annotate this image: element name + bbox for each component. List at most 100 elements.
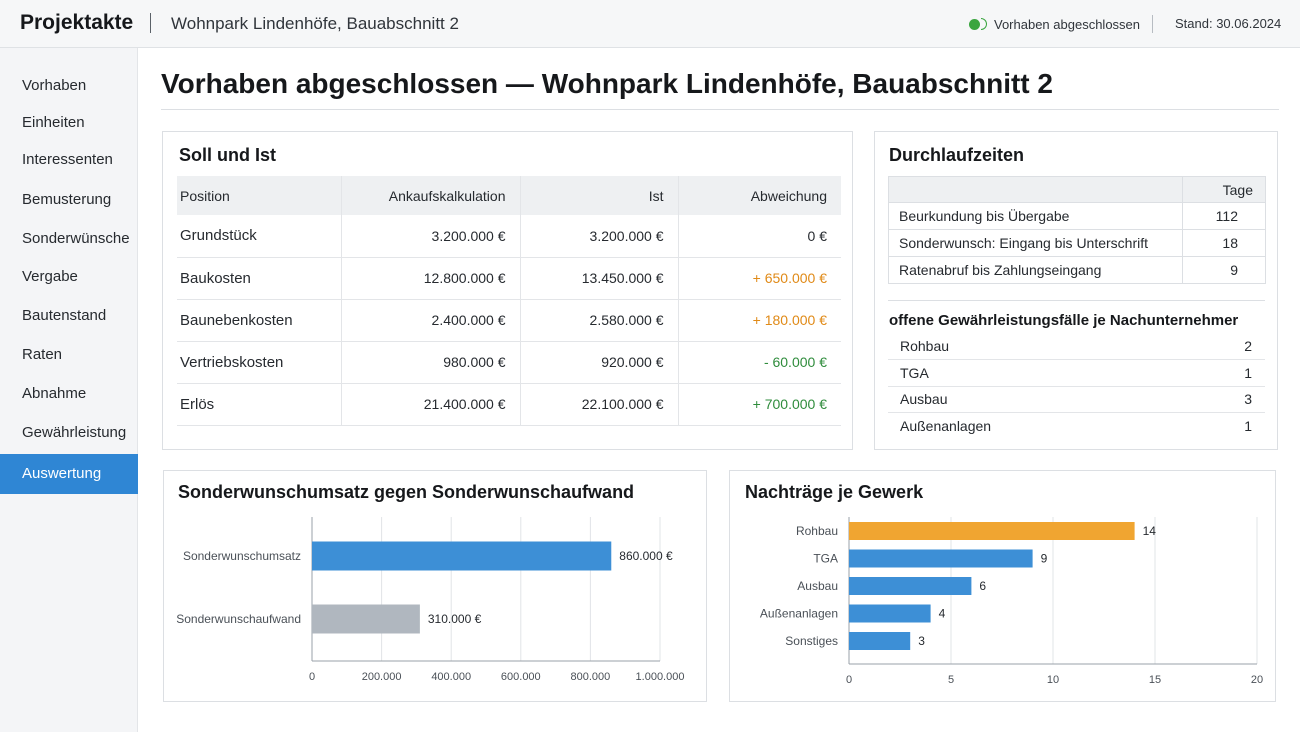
row-soll: 12.800.000 € <box>340 257 520 300</box>
sidebar: Vorhaben Einheiten Interessenten Bemuste… <box>0 48 138 732</box>
row-abweichung: + 180.000 € <box>677 299 841 342</box>
table-row: Baukosten 12.800.000 € 13.450.000 € + 65… <box>177 257 841 300</box>
sidebar-item-raten[interactable]: Raten <box>22 346 63 363</box>
column-header: Ist <box>519 176 678 215</box>
row-abweichung: - 60.000 € <box>677 341 841 384</box>
sonderwunsch-chart-title: Sonderwunschumsatz gegen Sonderwunschauf… <box>178 482 635 502</box>
table-row: Rohbau 2 <box>888 333 1265 360</box>
row-value: 18 <box>1182 229 1266 257</box>
category-label: Rohbau <box>796 524 838 538</box>
column-header-tage: Tage <box>1182 176 1266 203</box>
soll-ist-card: Soll und Ist Position Ankaufskalkulation… <box>162 131 853 450</box>
page-title: Vorhaben abgeschlossen — Wohnpark Linden… <box>161 68 1053 99</box>
header-divider <box>1152 15 1153 33</box>
table-row: Erlös 21.400.000 € 22.100.000 € + 700.00… <box>177 383 841 426</box>
x-tick-label: 10 <box>1047 674 1059 686</box>
sidebar-item-einheiten[interactable]: Einheiten <box>22 114 85 131</box>
table-row: Ratenabruf bis Zahlungseingang 9 <box>888 256 1266 284</box>
x-tick-label: 1.000.000 <box>636 671 685 683</box>
bar <box>849 549 1033 568</box>
sidebar-item-bautenstand[interactable]: Bautenstand <box>22 307 107 324</box>
table-header-row: Tage <box>888 176 1266 203</box>
row-label: Ratenabruf bis Zahlungseingang <box>888 256 1183 284</box>
row-soll: 21.400.000 € <box>340 383 520 426</box>
row-ist: 22.100.000 € <box>519 383 678 426</box>
top-bar: Projektakte Wohnpark Lindenhöfe, Bauabsc… <box>0 0 1300 48</box>
nachtraege-chart-card: Nachträge je Gewerk 0 5 10 15 20 Rohbau 14 TGA 9… <box>729 470 1276 702</box>
data-label: 4 <box>939 607 946 621</box>
sidebar-item-gewaehrleistung[interactable]: Gewährleistung <box>22 424 127 441</box>
soll-ist-title: Soll und Ist <box>179 145 276 165</box>
row-position: Baukosten <box>177 257 341 300</box>
row-soll: 2.400.000 € <box>340 299 520 342</box>
sidebar-item-sonderwuensche[interactable]: Sonderwünsche <box>22 230 130 247</box>
sonderwunsch-chart: 0 200.000 400.000 600.000 800.000 1.000.000 So… <box>176 517 685 683</box>
x-tick-label: 5 <box>948 674 954 686</box>
column-header: Abweichung <box>677 176 841 215</box>
column-header: Position <box>177 176 341 215</box>
x-tick-label: 400.000 <box>431 671 471 683</box>
sidebar-item-bemusterung[interactable]: Bemusterung <box>22 191 112 208</box>
data-label: 9 <box>1041 552 1048 566</box>
table-row: Vertriebskosten 980.000 € 920.000 € - 60… <box>177 341 841 384</box>
table-header-row: Position Ankaufskalkulation Ist Abweichu… <box>177 176 841 215</box>
gewaehrleistung-table: Rohbau 2 TGA 1 Ausbau 3 Außenanlagen 1 <box>888 333 1265 439</box>
app-title[interactable]: Projektakte <box>20 11 134 34</box>
table-row: Baunebenkosten 2.400.000 € 2.580.000 € +… <box>177 299 841 342</box>
row-label: Ausbau <box>888 386 1185 413</box>
status-indicator: Vorhaben abgeschlossen <box>969 16 1140 32</box>
section-divider <box>888 300 1265 301</box>
x-tick-label: 600.000 <box>501 671 541 683</box>
x-tick-label: 0 <box>309 671 315 683</box>
bar <box>312 604 420 634</box>
table-row: Sonderwunsch: Eingang bis Unterschrift 1… <box>888 229 1266 257</box>
row-soll: 980.000 € <box>340 341 520 384</box>
title-divider <box>161 109 1279 110</box>
column-header <box>888 176 1183 203</box>
table-row: Grundstück 3.200.000 € 3.200.000 € 0 € <box>177 215 841 258</box>
sidebar-item-auswertung[interactable]: Auswertung <box>0 454 138 494</box>
x-tick-label: 15 <box>1149 674 1161 686</box>
category-label: Außenanlagen <box>760 607 838 621</box>
category-label: Sonderwunschaufwand <box>176 612 301 626</box>
row-position: Grundstück <box>177 215 341 258</box>
bar <box>849 522 1135 540</box>
row-abweichung: 0 € <box>677 215 841 258</box>
row-ist: 2.580.000 € <box>519 299 678 342</box>
row-soll: 3.200.000 € <box>340 215 520 258</box>
bar <box>849 632 911 650</box>
row-ist: 3.200.000 € <box>519 215 678 258</box>
row-label: TGA <box>888 359 1185 387</box>
sidebar-item-vergabe[interactable]: Vergabe <box>22 268 78 285</box>
row-value: 3 <box>1185 386 1265 413</box>
x-tick-label: 20 <box>1251 674 1263 686</box>
durchlaufzeiten-title: Durchlaufzeiten <box>889 145 1025 165</box>
sidebar-item-interessenten[interactable]: Interessenten <box>22 151 113 168</box>
row-label: Außenanlagen <box>900 418 992 434</box>
row-position: Baunebenkosten <box>177 299 341 342</box>
sidebar-item-abnahme[interactable]: Abnahme <box>22 385 87 402</box>
category-label: Sonstiges <box>785 634 838 648</box>
nachtraege-chart-title: Nachträge je Gewerk <box>745 482 924 502</box>
category-label: TGA <box>813 552 838 566</box>
nachtraege-chart: 0 5 10 15 20 Rohbau 14 TGA 9 Ausbau 6 Außenanlagen 4… <box>760 517 1263 686</box>
bar <box>312 541 612 571</box>
bar <box>849 577 972 595</box>
data-label: 6 <box>979 579 986 593</box>
status-text: Vorhaben abgeschlossen <box>994 16 1141 32</box>
row-label: Sonderwunsch: Eingang bis Unterschrift <box>888 229 1183 257</box>
sidebar-item-vorhaben[interactable]: Vorhaben <box>22 77 87 94</box>
durchlaufzeiten-card: Durchlaufzeiten Tage Beurkundung bis Übe… <box>874 131 1278 450</box>
stand-date: Stand: 30.06.2024 <box>1175 16 1282 31</box>
row-abweichung: + 700.000 € <box>677 383 841 426</box>
row-value: 2 <box>1185 333 1265 360</box>
column-header: Ankaufskalkulation <box>340 176 520 215</box>
gewaehrleistung-title: offene Gewährleistungsfälle je Nachunter… <box>889 312 1239 329</box>
data-label: 14 <box>1143 524 1157 538</box>
category-label: Sonderwunschumsatz <box>183 549 301 563</box>
status-signal-icon <box>981 18 987 30</box>
x-tick-label: 200.000 <box>362 671 402 683</box>
durchlaufzeiten-table: Tage Beurkundung bis Übergabe 112 Sonder… <box>888 176 1266 284</box>
sonderwunsch-chart-card: Sonderwunschumsatz gegen Sonderwunschauf… <box>163 470 707 702</box>
row-value: 1 <box>1185 359 1265 387</box>
